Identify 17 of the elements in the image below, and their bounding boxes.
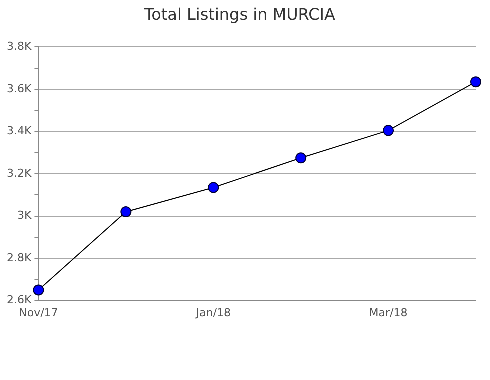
point xyxy=(120,206,132,218)
point xyxy=(208,182,220,194)
point xyxy=(383,125,394,136)
point xyxy=(470,76,482,88)
x-tick-label: Nov/17 xyxy=(19,306,58,320)
y-tick-label: 2.6K xyxy=(6,294,32,307)
y-tick-label: 2.8K xyxy=(6,251,32,264)
point xyxy=(33,284,44,296)
y-tick-label: 3.6K xyxy=(6,82,32,96)
y-tick-label: 3.4K xyxy=(6,124,32,138)
y-tick-label: 3K xyxy=(17,209,32,222)
y-tick-label: 3.8K xyxy=(6,40,32,54)
y-tick-label: 3.2K xyxy=(6,166,32,180)
chart-title: Total Listings in MURCIA xyxy=(144,4,336,24)
point xyxy=(296,152,307,164)
x-tick-label: Mar/18 xyxy=(369,306,408,320)
x-tick-label: Jan/18 xyxy=(195,306,231,320)
